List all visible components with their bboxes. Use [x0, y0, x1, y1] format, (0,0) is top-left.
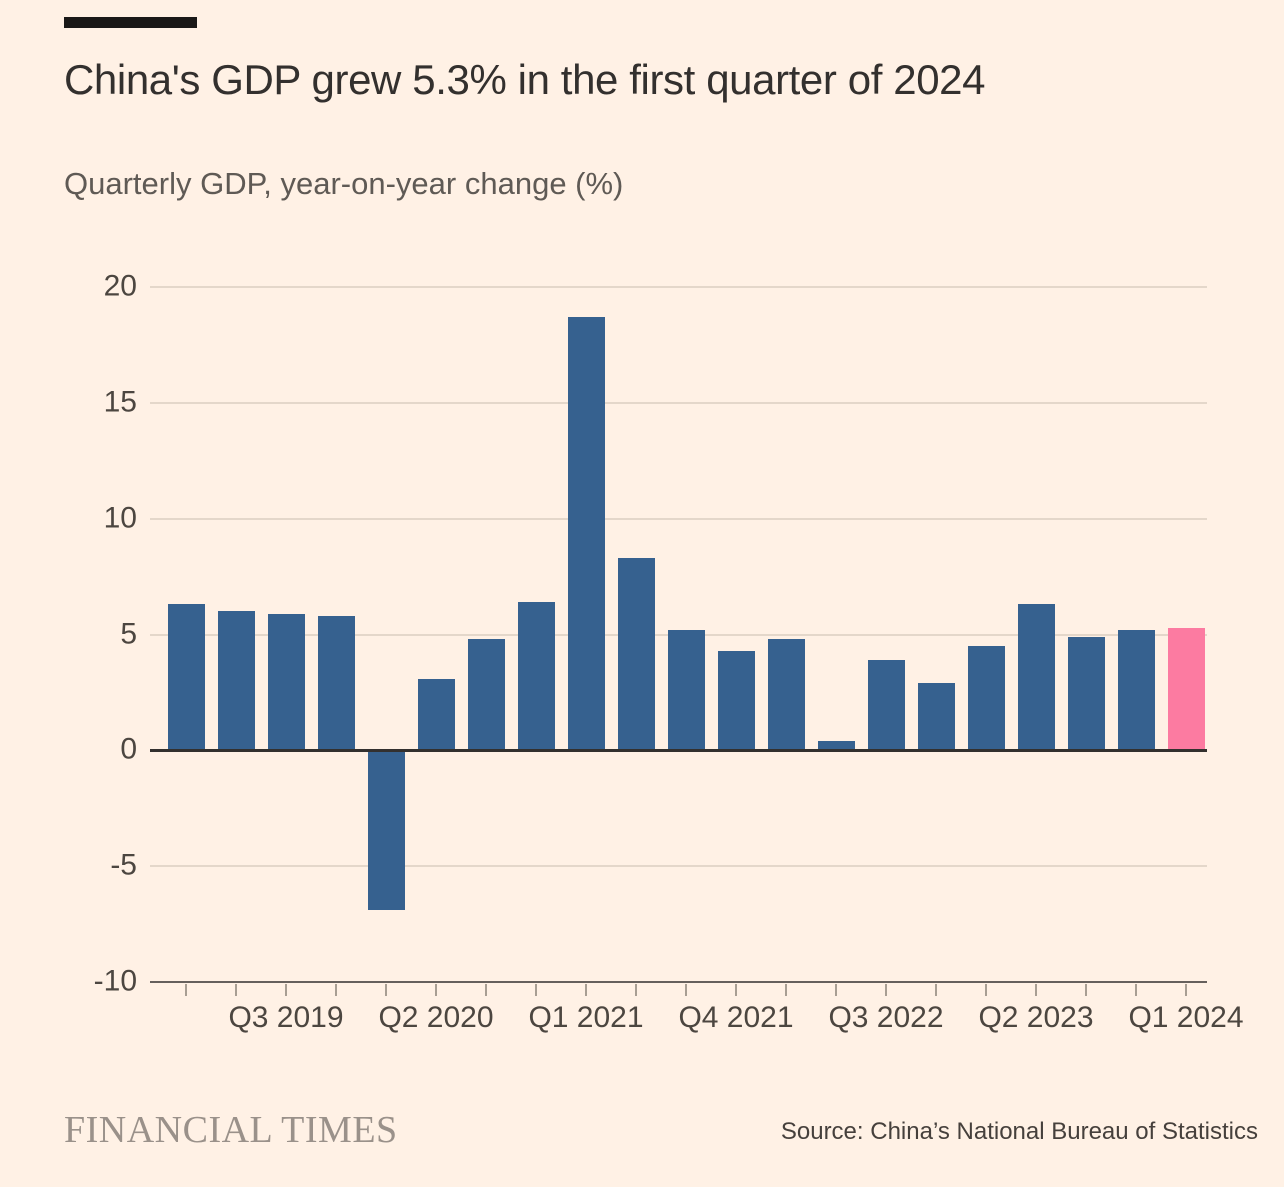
y-tick-label: 20 [103, 269, 137, 303]
x-axis-tick [635, 984, 637, 996]
x-axis-tick [485, 984, 487, 996]
bar-q4-2020 [517, 602, 555, 751]
x-axis-tick [235, 984, 237, 996]
bar-q3-2023 [1067, 636, 1105, 751]
source-note: Source: China’s National Bureau of Stati… [780, 1118, 1258, 1145]
gridline [150, 865, 1207, 868]
y-tick-label: 5 [120, 616, 137, 650]
x-tick-label: Q1 2024 [1128, 1001, 1244, 1034]
x-axis-tick [885, 984, 887, 996]
zero-baseline [150, 748, 1207, 752]
x-tick-label: Q2 2023 [978, 1001, 1094, 1034]
plot-area: Q3 2019 Q2 2020 Q1 2021 Q4 2021 Q3 2022 Q2 20… [150, 286, 1244, 1034]
x-axis-tick [1085, 984, 1087, 996]
x-axis-tick [1035, 984, 1037, 996]
x-axis-tick [985, 984, 987, 996]
y-tick-label: 15 [103, 385, 137, 419]
x-axis-tick [735, 984, 737, 996]
gridline [150, 517, 1207, 520]
x-tick-label: Q3 2022 [828, 1001, 944, 1034]
bar-q1-2019 [167, 604, 205, 751]
bar-q3-2019 [267, 613, 305, 751]
x-tick-label: Q4 2021 [678, 1001, 794, 1034]
bar-q2-2019 [217, 611, 255, 751]
y-tick-label: 0 [120, 732, 137, 766]
bar-q1-2020 [367, 750, 405, 911]
x-axis-tick [685, 984, 687, 996]
gridline [150, 286, 1207, 288]
x-axis-tick [185, 984, 187, 996]
bar-q1-2021 [567, 317, 605, 751]
x-axis-tick [535, 984, 537, 996]
bar-q4-2022 [917, 683, 955, 751]
x-axis-tick [385, 984, 387, 996]
x-axis-tick [835, 984, 837, 996]
x-axis-line [150, 981, 1207, 983]
x-axis-tick [335, 984, 337, 996]
bar-q1-2022 [767, 639, 805, 751]
financial-times-logo: FINANCIAL TIMES [64, 1109, 398, 1151]
y-tick-label: -5 [110, 848, 137, 882]
x-axis-tick [1185, 984, 1187, 996]
chart-subtitle: Quarterly GDP, year-on-year change (%) [64, 166, 624, 201]
x-axis-tick [435, 984, 437, 996]
x-axis-tick [1135, 984, 1137, 996]
x-axis-tick [935, 984, 937, 996]
bar-q1-2023 [967, 646, 1005, 751]
bar-q4-2021 [717, 650, 755, 751]
ft-top-rule [64, 17, 197, 28]
bar-q2-2021 [617, 558, 655, 751]
y-tick-label: 10 [103, 500, 137, 534]
y-axis: 20 15 10 5 0 -5 -10 [0, 269, 137, 997]
bar-q2-2023 [1017, 604, 1055, 751]
bar-q3-2020 [467, 639, 505, 751]
x-axis-tick [785, 984, 787, 996]
bar-q4-2023 [1117, 629, 1155, 751]
x-tick-label: Q2 2020 [378, 1001, 494, 1034]
bar-q4-2019 [317, 615, 355, 751]
y-tick-label: -10 [93, 964, 137, 998]
chart-title: China's GDP grew 5.3% in the first quart… [64, 56, 986, 103]
bar-q2-2022 [817, 741, 855, 751]
bar-q1-2024 [1167, 627, 1205, 751]
gridline [150, 401, 1207, 404]
bar-q3-2022 [867, 659, 905, 751]
bar-q3-2021 [667, 629, 705, 751]
x-tick-label: Q1 2021 [528, 1001, 644, 1034]
x-tick-label: Q3 2019 [228, 1001, 344, 1034]
bar-chart: 20 15 10 5 0 -5 -10 Q3 2019 Q2 2020 Q1 2021 Q4 20… [0, 269, 1284, 1067]
x-axis-tick [285, 984, 287, 996]
x-axis-tick [585, 984, 587, 996]
bar-q2-2020 [417, 678, 455, 751]
